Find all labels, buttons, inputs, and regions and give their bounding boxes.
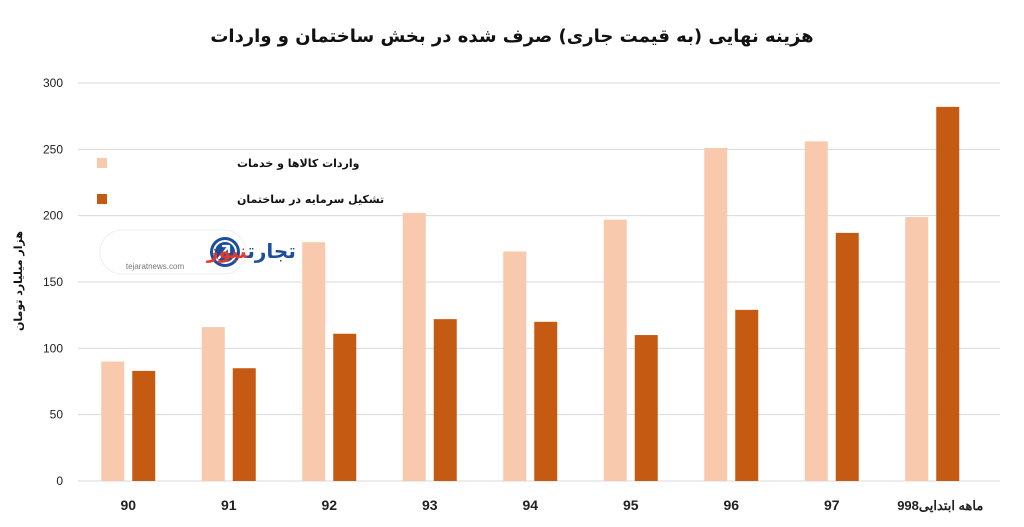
bar-construction [534, 321, 558, 481]
bar-imports [101, 361, 125, 481]
y-axis-label: هزار میلیارد تومان [12, 231, 25, 331]
x-tick-label: 90 [120, 497, 136, 513]
logo-domain: tejaratnews.com [126, 262, 185, 271]
y-tick-label: 200 [43, 209, 63, 223]
bar-imports [804, 141, 828, 481]
y-tick-label: 50 [50, 408, 64, 422]
bars [101, 106, 960, 482]
logo-text: تجارتنیوز [206, 239, 296, 263]
chart-title: هزینه نهایی (به قیمت جاری) صرف شده در بخ… [210, 26, 813, 47]
bar-imports [603, 219, 627, 481]
x-tick-label: 97 [824, 497, 840, 513]
logo-badge [99, 229, 247, 275]
bar-construction [333, 333, 357, 481]
y-tick-label: 0 [56, 474, 63, 488]
legend-swatch-imports [97, 158, 107, 168]
logo-part-news: نیوز [206, 239, 248, 263]
tejarat-news-logo: تجارتنیوز tejaratnews.com [99, 229, 296, 275]
legend-swatch-construction [97, 194, 107, 204]
logo-part-tejarat: تجارت [246, 239, 295, 263]
bar-imports [402, 213, 426, 481]
x-tick-label: 92 [321, 497, 337, 513]
bar-construction [936, 106, 960, 481]
bar-construction [132, 370, 156, 481]
legend-label-imports: واردات کالاها و خدمات [237, 157, 360, 170]
bar-imports [201, 327, 225, 481]
bar-imports [503, 251, 527, 481]
x-tick-label: 9ماهه ابتدایی98 [897, 498, 983, 513]
x-tick-label: 91 [221, 497, 237, 513]
y-tick-label: 300 [43, 76, 63, 90]
bar-construction [634, 335, 658, 481]
x-tick-label: 93 [422, 497, 438, 513]
bar-construction [735, 309, 759, 481]
bar-imports [302, 242, 326, 481]
y-tick-label: 150 [43, 275, 63, 289]
bar-construction [835, 232, 859, 481]
bar-construction [433, 319, 457, 481]
x-tick-label: 95 [623, 497, 639, 513]
x-tick-label: 94 [522, 497, 538, 513]
logo-arrow-icon [217, 244, 231, 260]
bar-construction [232, 368, 256, 481]
y-axis-ticks: 0 50 100 150 200 250 300 [43, 76, 63, 488]
y-tick-label: 100 [43, 341, 63, 355]
y-tick-label: 250 [43, 142, 63, 156]
x-tick-label: 96 [723, 497, 739, 513]
bar-imports [905, 216, 929, 481]
legend: واردات کالاها و خدمات تشکیل سرمایه در سا… [97, 157, 384, 206]
bar-imports [704, 148, 728, 482]
legend-label-construction: تشکیل سرمایه در ساختمان [237, 193, 384, 206]
x-axis-ticks: 90 91 92 93 94 95 96 97 9ماهه ابتدایی98 [120, 497, 983, 513]
